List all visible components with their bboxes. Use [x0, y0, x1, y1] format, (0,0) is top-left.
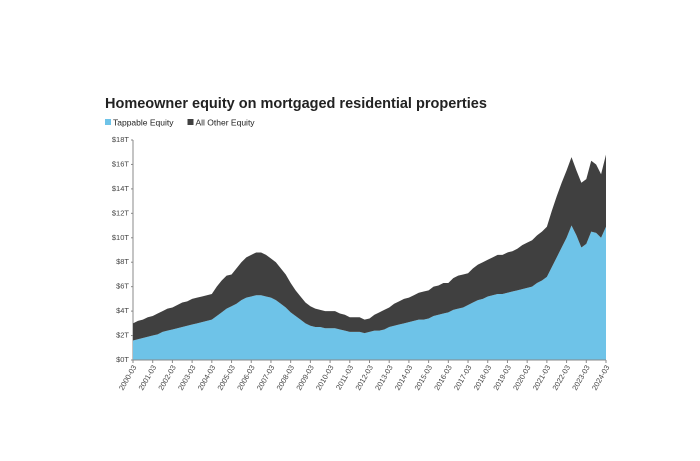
y-tick-label: $10T — [112, 233, 130, 242]
y-tick-label: $16T — [112, 159, 130, 168]
x-tick-label: 2011-03 — [334, 363, 355, 391]
y-tick-label: $6T — [116, 282, 129, 291]
legend-label: All Other Equity — [196, 117, 256, 127]
x-tick-label: 2008-03 — [275, 363, 297, 391]
x-tick-label: 2014-03 — [393, 363, 415, 391]
x-tick-label: 2019-03 — [491, 363, 513, 391]
x-tick-label: 2012-03 — [353, 363, 375, 391]
x-tick-label: 2017-03 — [452, 363, 474, 391]
x-tick-label: 2024-03 — [590, 363, 612, 391]
x-tick-label: 2009-03 — [294, 363, 316, 391]
y-tick-label: $0T — [116, 355, 129, 364]
x-tick-label: 2020-03 — [511, 363, 533, 391]
x-tick-label: 2001-03 — [137, 363, 159, 391]
x-tick-label: 2004-03 — [196, 363, 218, 391]
x-tick-label: 2023-03 — [570, 363, 592, 391]
legend-swatch — [187, 119, 194, 125]
x-tick-label: 2005-03 — [215, 363, 237, 391]
x-tick-label: 2022-03 — [550, 363, 572, 391]
x-tick-label: 2002-03 — [156, 363, 178, 391]
x-tick-label: 2016-03 — [432, 363, 454, 391]
y-tick-label: $12T — [112, 208, 130, 217]
area — [133, 225, 606, 360]
x-tick-label: 2015-03 — [413, 363, 435, 391]
x-tick-label: 2021-03 — [531, 363, 553, 391]
legend-swatch — [105, 119, 111, 125]
x-tick-label: 2000-03 — [117, 363, 139, 391]
x-tick-label: 2010-03 — [314, 363, 336, 391]
x-tick-label: 2013-03 — [373, 363, 395, 391]
y-tick-label: $2T — [116, 331, 129, 340]
y-tick-label: $18T — [112, 135, 130, 144]
x-tick-label: 2003-03 — [176, 363, 198, 391]
area — [133, 154, 606, 341]
y-tick-label: $4T — [116, 306, 129, 315]
y-tick-label: $14T — [112, 184, 130, 193]
legend-label: Tappable Equity — [113, 117, 174, 127]
chart-title: Homeowner equity on mortgaged residentia… — [105, 96, 487, 112]
x-tick-label: 2006-03 — [235, 363, 257, 391]
x-tick-label: 2018-03 — [472, 363, 494, 391]
x-tick-label: 2007-03 — [255, 363, 277, 391]
y-tick-label: $8T — [116, 257, 129, 266]
